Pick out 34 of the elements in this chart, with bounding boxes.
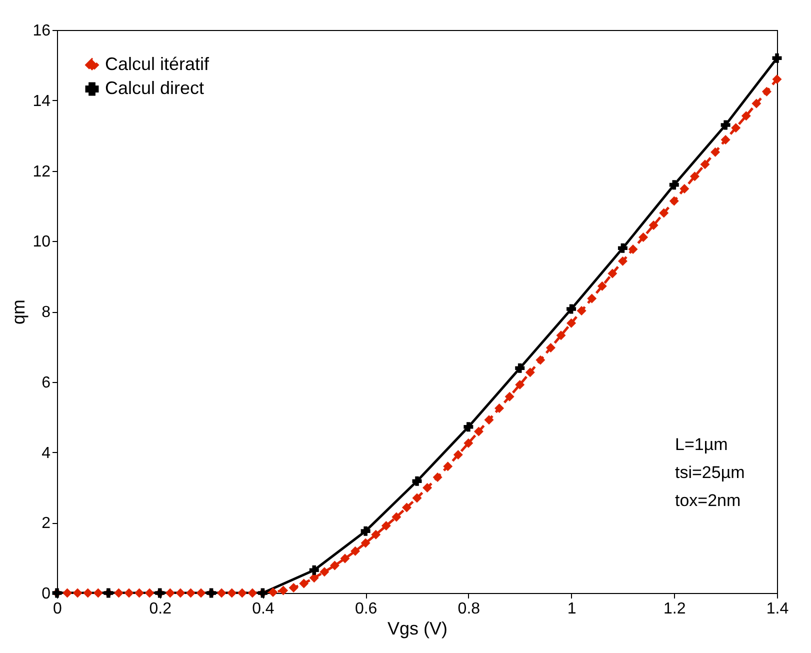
y-tick-label: 14 [32, 92, 51, 110]
point [515, 363, 525, 373]
annotation: tsi=25µm [675, 463, 745, 482]
y-tick-label: 2 [42, 515, 51, 532]
point [412, 476, 422, 486]
point [772, 53, 782, 63]
point [464, 422, 474, 432]
x-tick-label: 0.4 [252, 600, 274, 618]
legend-label: Calcul direct [105, 78, 204, 98]
x-tick-label: 0 [53, 600, 62, 618]
point [360, 526, 370, 536]
y-tick-label: 8 [42, 304, 51, 321]
y-tick-label: 4 [42, 444, 51, 462]
y-tick-label: 0 [42, 586, 51, 602]
x-tick-label: 1.2 [664, 600, 686, 618]
point [720, 120, 730, 130]
y-tick-label: 16 [32, 22, 51, 40]
legend-label: Calcul itératif [105, 54, 210, 74]
annotation: tox=2nm [675, 491, 741, 510]
x-tick-label: 1 [567, 600, 576, 618]
y-tick-label: 12 [32, 163, 51, 180]
x-tick-label: 0.6 [354, 600, 378, 618]
annotation: L=1µm [675, 435, 728, 454]
point [618, 243, 628, 253]
x-tick-label: 0.8 [458, 600, 480, 618]
x-tick-label: 1.4 [766, 600, 789, 618]
x-tick-label: 0.2 [149, 600, 172, 618]
x-axis-title: Vgs (V) [387, 618, 448, 638]
y-tick-label: 6 [42, 374, 51, 392]
point [669, 180, 679, 190]
y-tick-label: 10 [32, 234, 51, 251]
point [309, 565, 319, 575]
y-axis-title: qm [8, 299, 29, 325]
point [566, 304, 576, 314]
